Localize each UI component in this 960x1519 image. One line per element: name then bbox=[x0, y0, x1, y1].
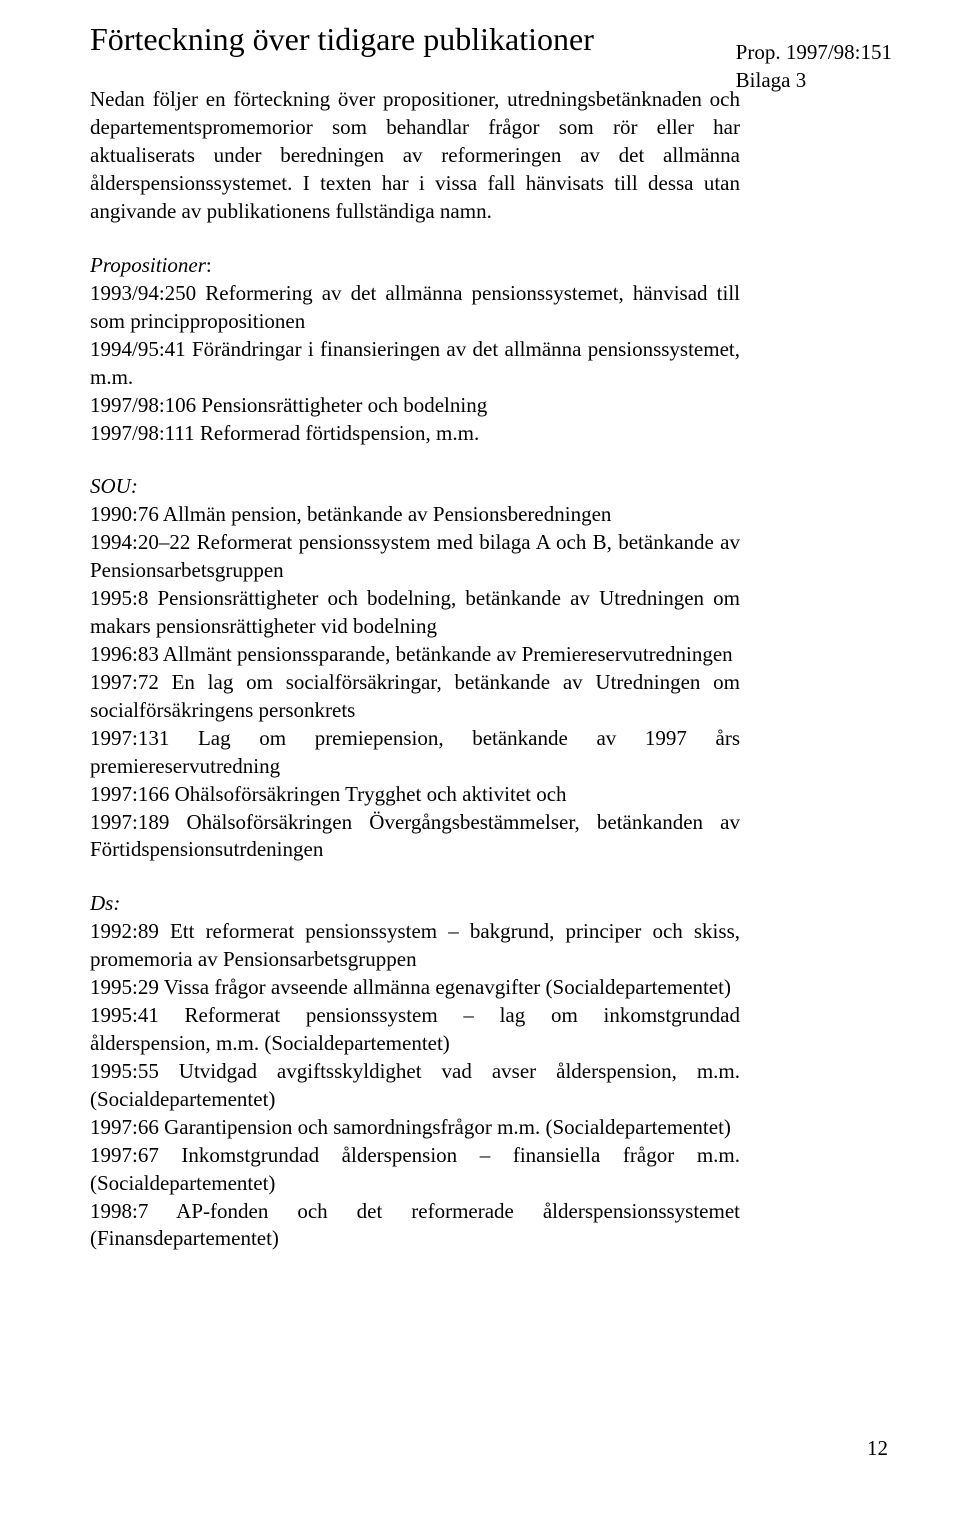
propositioner-body: 1993/94:250 Reformering av det allmänna … bbox=[90, 280, 740, 448]
ds-head: Ds: bbox=[90, 891, 120, 915]
page-title: Förteckning över tidigare publikationer bbox=[90, 20, 740, 58]
document-page: Prop. 1997/98:151 Bilaga 3 Förteckning ö… bbox=[0, 20, 960, 1479]
main-content: Förteckning över tidigare publikationer … bbox=[90, 20, 740, 1253]
ds-section: Ds: 1992:89 Ett reformerat pensionssyste… bbox=[90, 890, 740, 1253]
bilaga-number: Bilaga 3 bbox=[736, 66, 892, 94]
ds-body: 1992:89 Ett reformerat pensionssystem – … bbox=[90, 918, 740, 1253]
sou-section: SOU: 1990:76 Allmän pension, betänkande … bbox=[90, 473, 740, 864]
page-number: 12 bbox=[867, 1436, 888, 1461]
sou-head: SOU: bbox=[90, 474, 138, 498]
intro-paragraph: Nedan följer en förteckning över proposi… bbox=[90, 86, 740, 226]
propositioner-head: Propositioner bbox=[90, 253, 206, 277]
sou-body: 1990:76 Allmän pension, betänkande av Pe… bbox=[90, 501, 740, 864]
prop-number: Prop. 1997/98:151 bbox=[736, 38, 892, 66]
side-metadata: Prop. 1997/98:151 Bilaga 3 bbox=[736, 38, 892, 95]
propositioner-colon: : bbox=[206, 253, 212, 277]
propositioner-section: Propositioner: 1993/94:250 Reformering a… bbox=[90, 252, 740, 447]
